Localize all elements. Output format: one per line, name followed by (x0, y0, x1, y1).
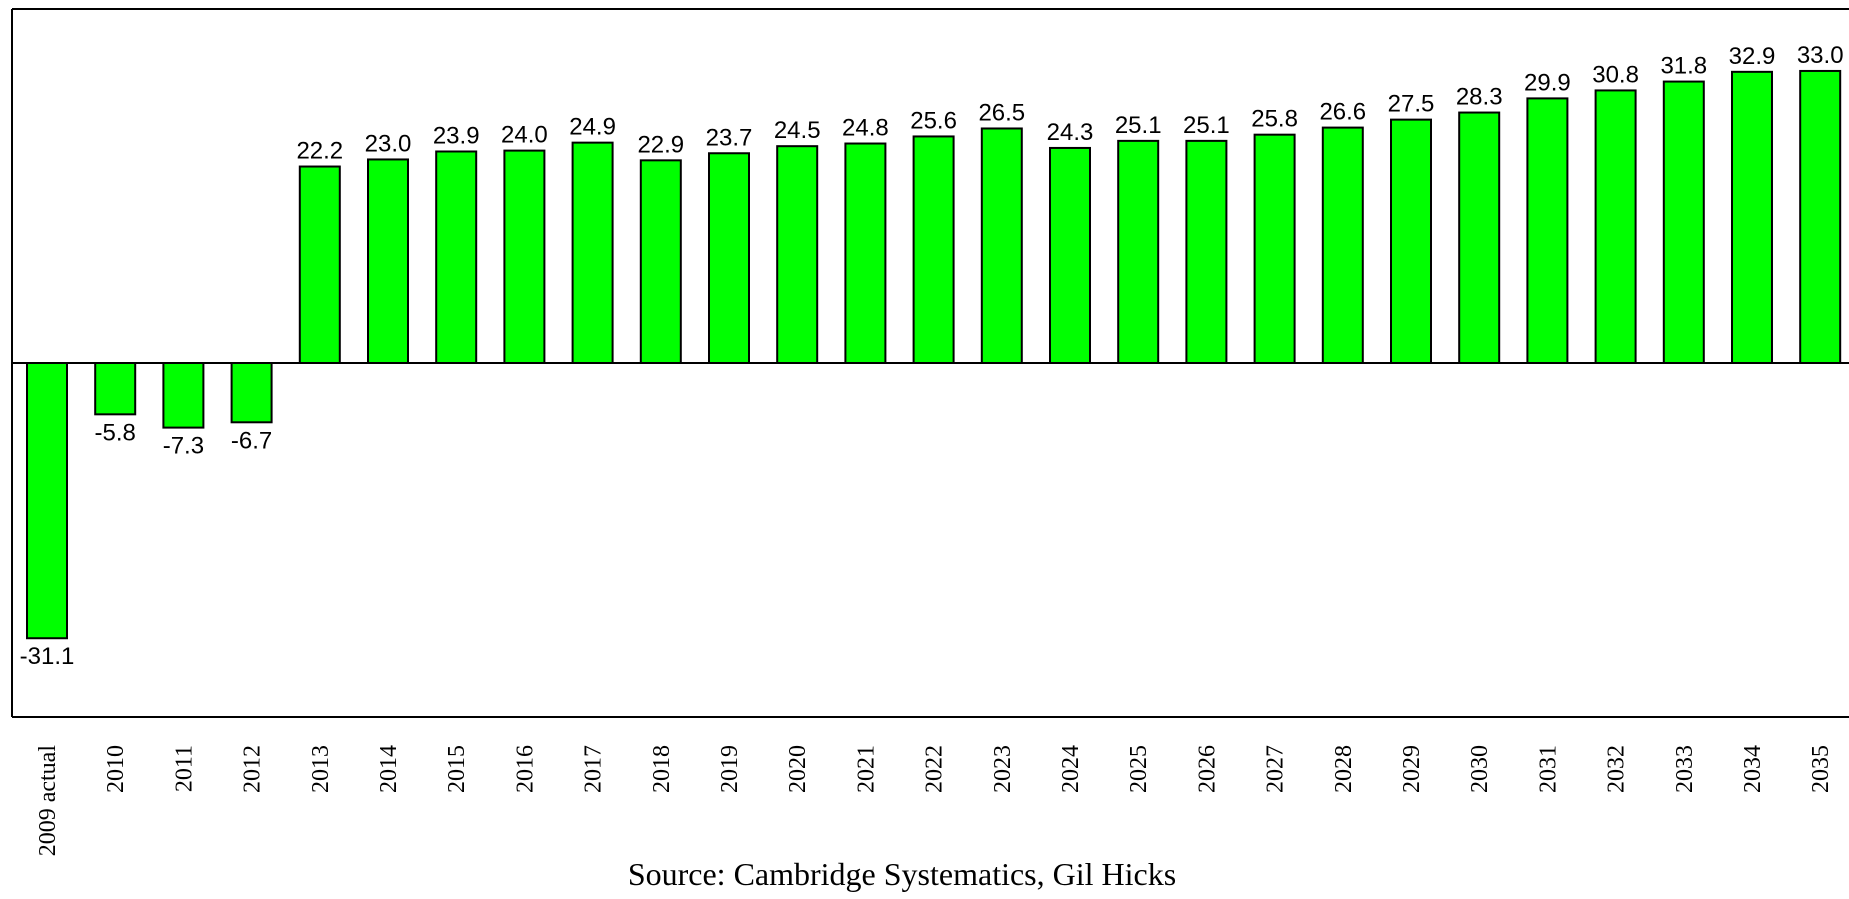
value-label: 22.9 (637, 131, 684, 158)
bar (708, 152, 750, 364)
bar (1321, 126, 1364, 364)
bar (844, 142, 887, 364)
value-label: 31.8 (1660, 53, 1707, 80)
value-label: 24.0 (501, 122, 548, 149)
x-tick-label: 2027 (1263, 745, 1289, 793)
x-tick-label: 2029 (1399, 745, 1425, 793)
bar (1526, 97, 1569, 364)
value-label: 28.3 (1456, 84, 1503, 111)
bar (162, 362, 205, 429)
x-tick-label: 2025 (1126, 745, 1152, 793)
value-label: 24.5 (774, 117, 821, 144)
x-tick-label: 2018 (649, 745, 675, 793)
value-label: 25.6 (910, 107, 957, 134)
value-label: 24.8 (842, 115, 889, 142)
bar (367, 158, 409, 364)
bar (1049, 146, 1091, 364)
value-label: 23.9 (433, 122, 480, 149)
bar (776, 145, 819, 364)
value-label: 22.2 (296, 138, 343, 165)
bar (912, 135, 955, 364)
value-label: 25.1 (1115, 112, 1162, 139)
x-tick-label: 2009 actual (35, 745, 61, 857)
value-label: 32.9 (1729, 43, 1776, 70)
bar (639, 159, 682, 364)
x-tick-label: 2030 (1467, 745, 1493, 793)
bar (980, 127, 1023, 364)
x-tick-label: 2019 (717, 745, 743, 793)
x-tick-label: 2034 (1740, 745, 1766, 793)
value-label: 33.0 (1797, 42, 1844, 69)
x-tick-label: 2031 (1535, 745, 1561, 793)
value-label: -6.7 (231, 427, 272, 454)
value-label: -7.3 (163, 433, 204, 460)
x-tick-label: 2020 (785, 745, 811, 793)
value-label: 25.1 (1183, 112, 1230, 139)
value-label: 24.9 (569, 114, 616, 141)
bar (1662, 80, 1705, 364)
x-tick-label: 2017 (581, 745, 607, 793)
x-tick-label: 2026 (1194, 745, 1220, 793)
bar (230, 362, 273, 424)
x-tick-label: 2032 (1604, 745, 1630, 793)
bar (26, 362, 68, 640)
value-label: 25.8 (1251, 106, 1298, 133)
value-label: 23.0 (365, 130, 412, 157)
x-tick-label: 2013 (308, 745, 334, 793)
x-tick-label: 2012 (240, 745, 266, 793)
x-tick-label: 2028 (1331, 745, 1357, 793)
value-label: 26.5 (978, 99, 1025, 126)
bar (571, 141, 614, 364)
x-tick-label: 2022 (922, 745, 948, 793)
x-tick-label: 2016 (512, 745, 538, 793)
x-tick-label: 2015 (444, 745, 470, 793)
bar (435, 150, 478, 364)
value-label: 29.9 (1524, 69, 1571, 96)
bar (1594, 89, 1637, 364)
bar (1253, 133, 1296, 364)
value-label: -5.8 (95, 419, 136, 446)
source-note: Source: Cambridge Systematics, Gil Hicks (628, 856, 1176, 892)
value-label: -31.1 (20, 643, 75, 670)
bar (1799, 69, 1842, 364)
value-label: 26.6 (1319, 99, 1366, 126)
x-tick-label: 2021 (853, 745, 879, 793)
value-label: 24.3 (1047, 119, 1094, 146)
bar (1390, 118, 1432, 364)
bar (298, 165, 341, 364)
bar (1458, 111, 1501, 364)
x-tick-label: 2014 (376, 745, 402, 793)
value-label: 23.7 (706, 124, 753, 151)
value-label: 27.5 (1388, 91, 1435, 118)
x-tick-label: 2010 (103, 745, 129, 793)
bar (503, 149, 546, 364)
x-tick-label: 2011 (171, 745, 197, 792)
bar (1185, 139, 1228, 364)
bar (1731, 70, 1773, 365)
x-tick-label: 2023 (990, 745, 1016, 793)
x-tick-label: 2024 (1058, 745, 1084, 793)
bar (1117, 139, 1160, 364)
x-tick-label: 2035 (1808, 745, 1834, 793)
bar (94, 362, 137, 416)
x-tick-label: 2033 (1672, 745, 1698, 793)
value-label: 30.8 (1592, 61, 1639, 88)
